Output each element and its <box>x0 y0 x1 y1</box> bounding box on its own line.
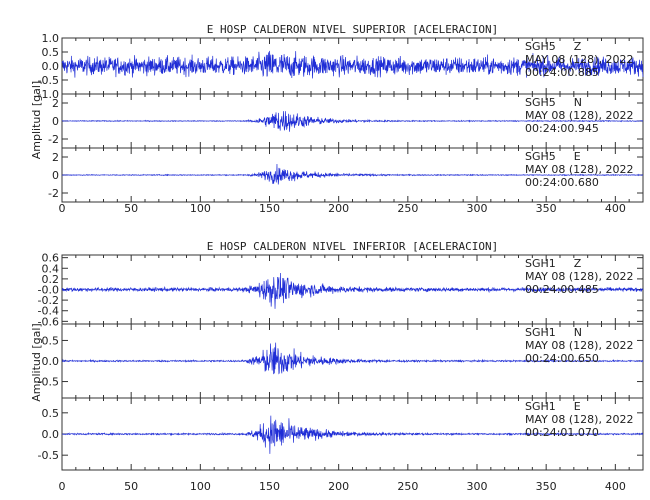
trace-time-label: 00:24:00.680 <box>525 176 599 189</box>
y-tick-label: -0.2 <box>38 294 59 307</box>
y-tick-label: 0.0 <box>42 428 60 441</box>
x-tick-label: 0 <box>59 480 66 493</box>
x-tick-label: 400 <box>605 480 626 493</box>
chart-title: E HOSP CALDERON NIVEL SUPERIOR [ACELERAC… <box>207 23 498 36</box>
seismogram-group-superior: E HOSP CALDERON NIVEL SUPERIOR [ACELERAC… <box>30 23 644 215</box>
y-tick-label: 0.2 <box>42 273 60 286</box>
trace-date-label: MAY 08 (128), 2022 <box>525 339 633 352</box>
x-tick-label: 100 <box>190 480 211 493</box>
trace-date-label: MAY 08 (128), 2022 <box>525 270 633 283</box>
y-tick-label: 0.5 <box>42 334 60 347</box>
x-tick-label: 100 <box>190 202 211 215</box>
y-tick-label: 0.0 <box>42 60 60 73</box>
waveform-trace <box>61 111 644 132</box>
waveform-trace <box>61 272 644 309</box>
y-tick-label: -2 <box>48 187 59 200</box>
trace-time-label: 00:24:01.070 <box>525 426 599 439</box>
y-tick-label: 2 <box>52 151 59 164</box>
chart-title: E HOSP CALDERON NIVEL INFERIOR [ACELERAC… <box>207 240 498 253</box>
x-tick-label: 250 <box>397 202 418 215</box>
trace-time-label: 00:24:00.650 <box>525 352 599 365</box>
y-tick-label: 0.4 <box>42 262 60 275</box>
x-tick-label: 200 <box>328 202 349 215</box>
y-tick-label: -1.0 <box>38 88 59 101</box>
trace-station-label: SGH1 N <box>525 326 582 339</box>
trace-station-label: SGH1 E <box>525 400 581 413</box>
y-tick-label: -0.5 <box>38 449 59 462</box>
trace-time-label: 00:24:00.945 <box>525 122 599 135</box>
y-tick-label: 1.0 <box>42 32 60 45</box>
y-axis-label: Amplitud [gal] <box>30 81 43 159</box>
x-tick-label: 300 <box>467 480 488 493</box>
x-tick-label: 250 <box>397 480 418 493</box>
x-tick-label: 200 <box>328 480 349 493</box>
y-tick-label: -0.5 <box>38 74 59 87</box>
x-tick-label: 350 <box>536 480 557 493</box>
x-tick-label: 350 <box>536 202 557 215</box>
x-tick-label: 50 <box>124 202 138 215</box>
trace-station-label: SGH1 Z <box>525 257 582 270</box>
y-tick-label: -0.4 <box>38 305 59 318</box>
y-tick-label: -2 <box>48 133 59 146</box>
waveform-trace <box>61 342 644 375</box>
seismogram-group-inferior: E HOSP CALDERON NIVEL INFERIOR [ACELERAC… <box>30 240 644 493</box>
trace-date-label: MAY 08 (128), 2022 <box>525 163 633 176</box>
x-tick-label: 0 <box>59 202 66 215</box>
trace-date-label: MAY 08 (128), 2022 <box>525 53 633 66</box>
y-tick-label: 0.5 <box>42 46 60 59</box>
x-tick-label: 150 <box>259 202 280 215</box>
x-tick-label: 50 <box>124 480 138 493</box>
waveform-trace <box>62 415 644 454</box>
waveform-trace <box>61 50 644 79</box>
y-tick-label: -0.0 <box>38 284 59 297</box>
y-tick-label: -0.6 <box>38 315 59 328</box>
trace-time-label: 00:24:00.485 <box>525 283 599 296</box>
waveform-trace <box>61 163 644 185</box>
y-axis-label: Amplitud [gal] <box>30 323 43 401</box>
trace-station-label: SGH5 E <box>525 150 581 163</box>
trace-station-label: SGH5 N <box>525 96 582 109</box>
y-tick-label: 0 <box>52 115 59 128</box>
y-tick-label: 0.6 <box>42 252 60 265</box>
x-tick-label: 400 <box>605 202 626 215</box>
trace-time-label: 00:24:00.885 <box>525 66 599 79</box>
y-tick-label: 2 <box>52 97 59 110</box>
trace-date-label: MAY 08 (128), 2022 <box>525 109 633 122</box>
x-tick-label: 300 <box>467 202 488 215</box>
trace-station-label: SGH5 Z <box>525 40 582 53</box>
y-tick-label: 0.0 <box>42 355 60 368</box>
x-tick-label: 150 <box>259 480 280 493</box>
y-tick-label: 0 <box>52 169 59 182</box>
y-tick-label: 0.5 <box>42 407 60 420</box>
y-tick-label: -0.5 <box>38 376 59 389</box>
trace-date-label: MAY 08 (128), 2022 <box>525 413 633 426</box>
